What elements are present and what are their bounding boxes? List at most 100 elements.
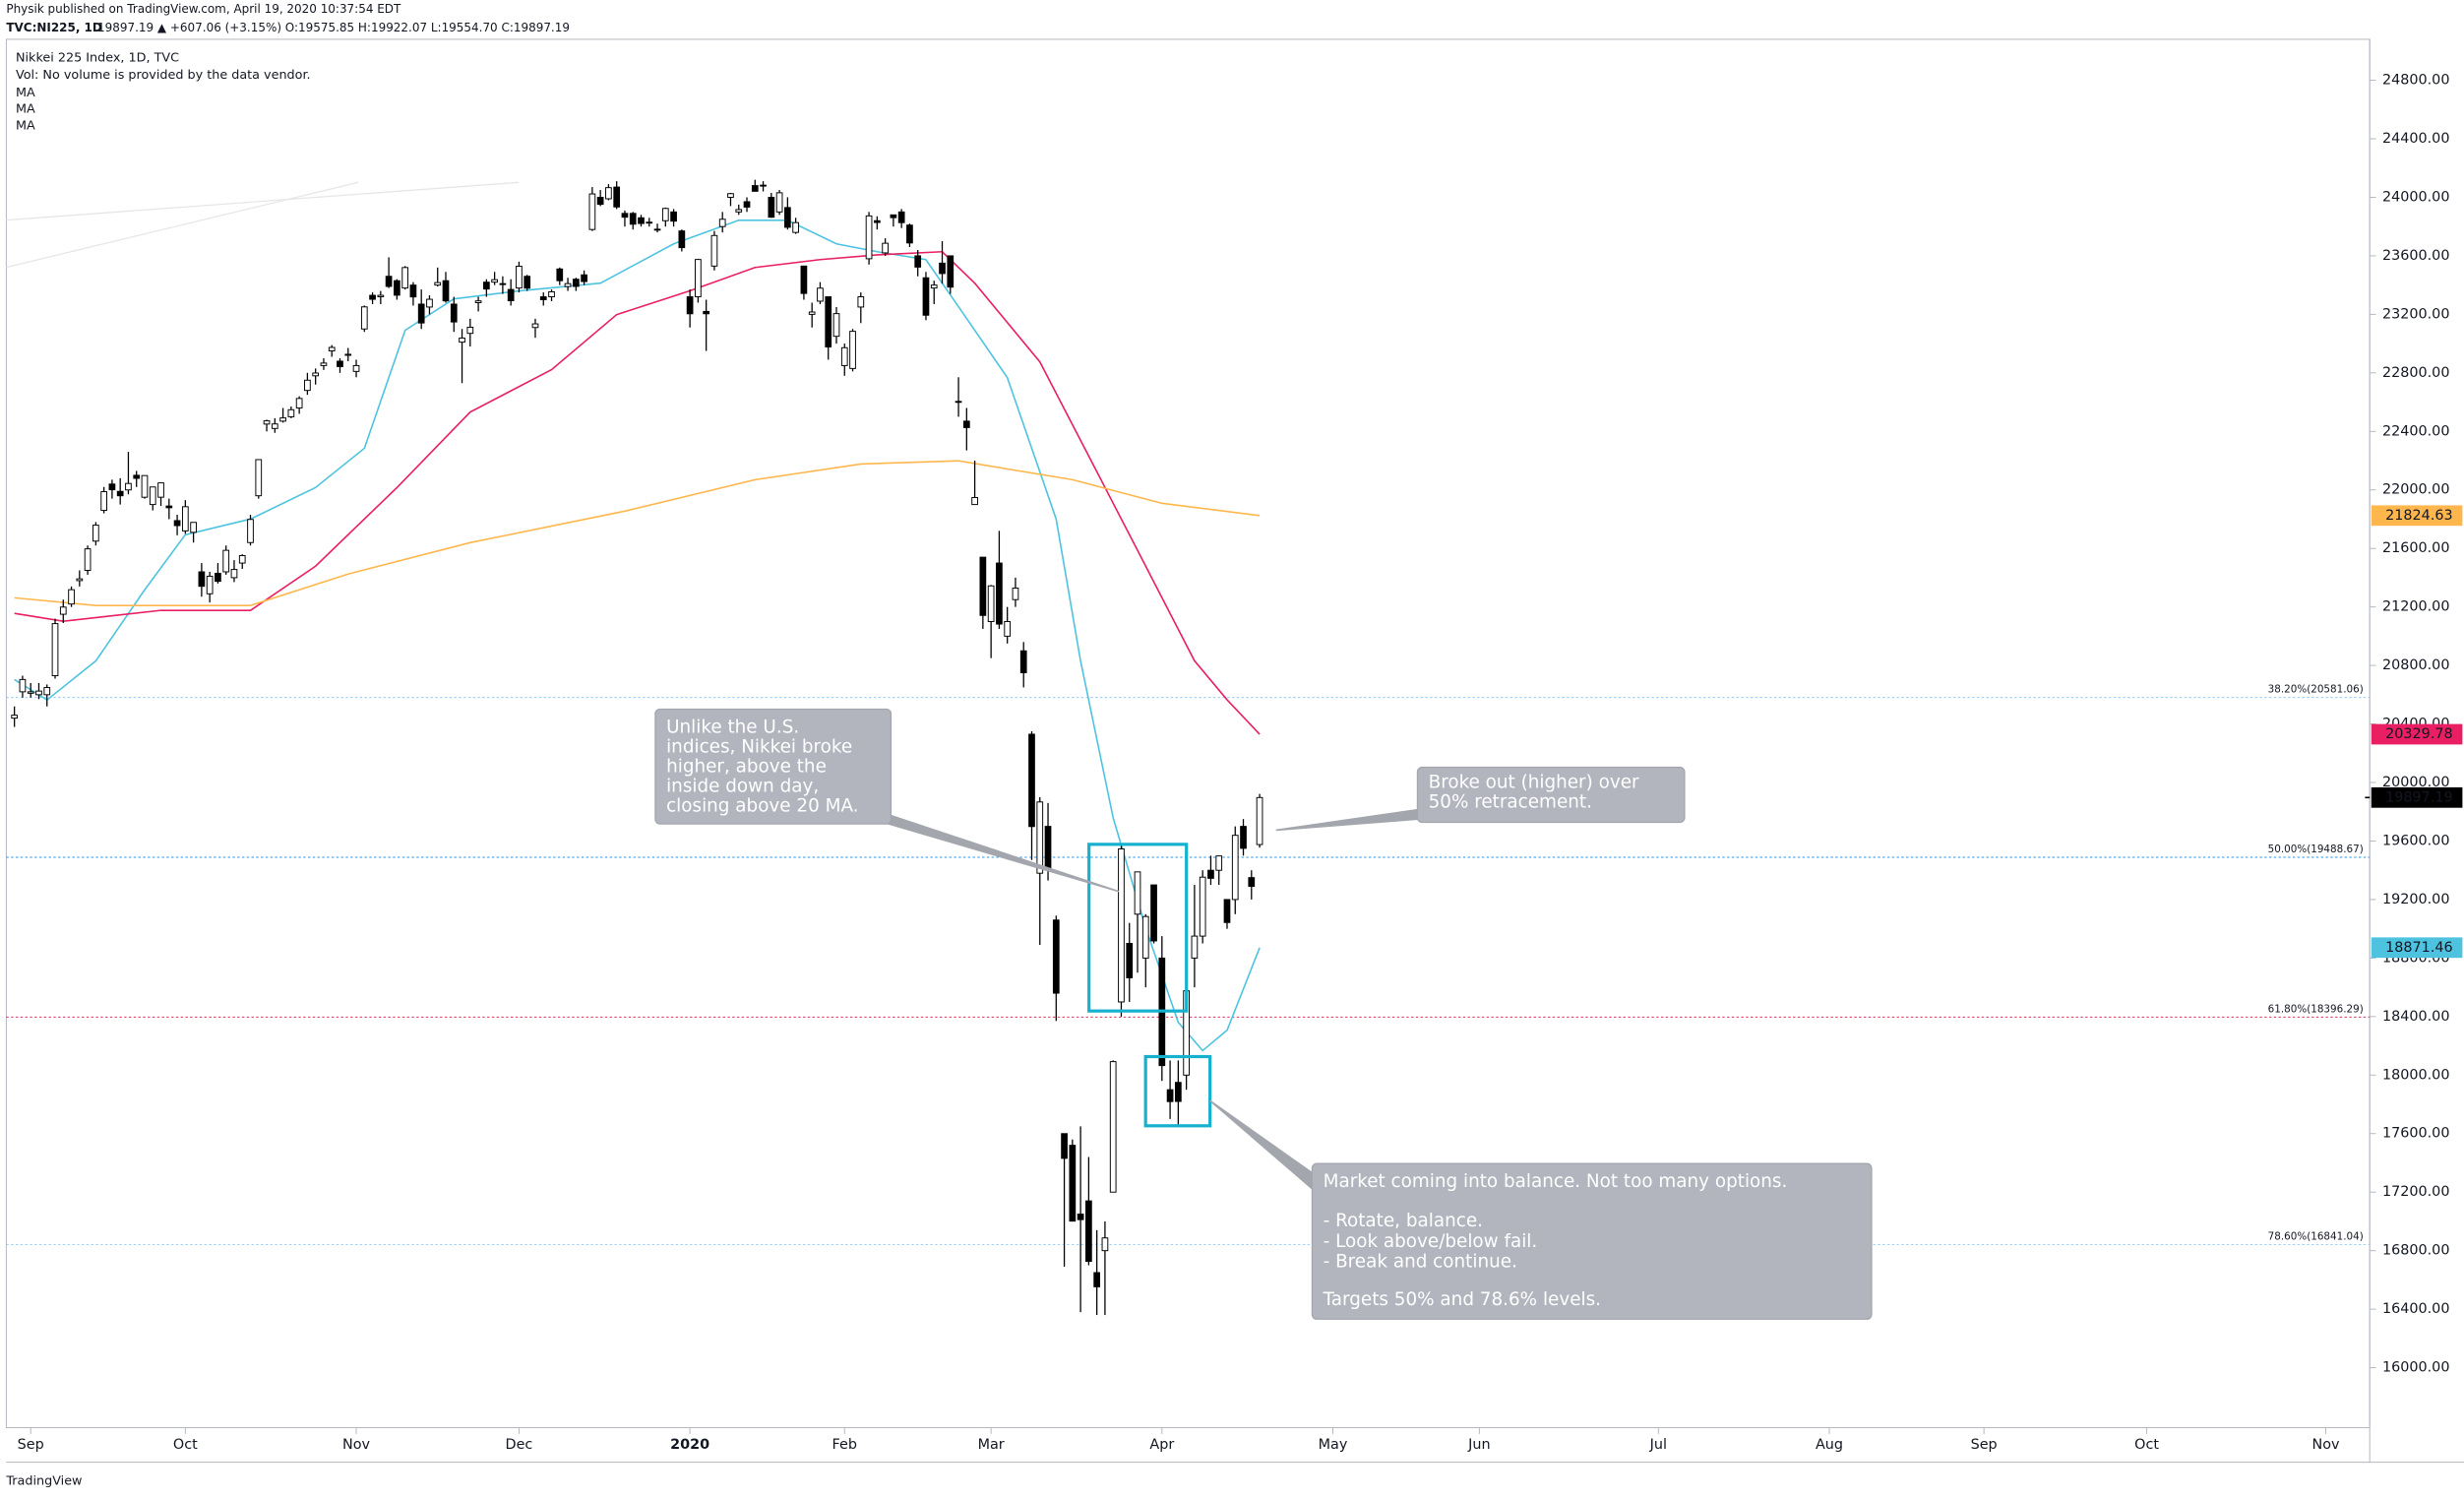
trendline bbox=[6, 181, 359, 269]
y-tick-label: 24800.00 bbox=[2382, 73, 2450, 89]
candle-body bbox=[808, 311, 816, 315]
candle-body bbox=[295, 398, 303, 408]
candle-body bbox=[678, 230, 686, 249]
candle-body bbox=[394, 280, 400, 296]
candle-body bbox=[51, 623, 59, 676]
footer-brand: TradingView bbox=[5, 1473, 82, 1488]
candle-body bbox=[491, 279, 498, 283]
candle-body bbox=[507, 288, 515, 302]
candle-body bbox=[849, 331, 856, 369]
candle-body bbox=[873, 219, 881, 223]
candle-body bbox=[556, 268, 564, 281]
price-label: 19897.19 bbox=[2385, 789, 2453, 805]
candle-body bbox=[206, 575, 214, 594]
candle-body bbox=[263, 420, 271, 425]
candle-body bbox=[784, 207, 791, 228]
candle-body bbox=[661, 208, 669, 221]
candle-body bbox=[141, 474, 149, 498]
candle-body bbox=[743, 201, 751, 208]
candle-body bbox=[800, 265, 808, 294]
candle-body bbox=[1036, 801, 1044, 874]
x-tick-label: Jun bbox=[1467, 1437, 1490, 1453]
candle-body bbox=[108, 483, 116, 491]
y-tick-label: 22400.00 bbox=[2382, 423, 2450, 439]
candle-body bbox=[939, 262, 946, 275]
candle-body bbox=[222, 549, 230, 573]
candle-body bbox=[1215, 855, 1223, 871]
candle-body bbox=[825, 296, 832, 348]
fib-label: 78.60%(16841.04) bbox=[2268, 1231, 2364, 1243]
candle-body bbox=[92, 525, 99, 542]
candle-body bbox=[328, 346, 336, 352]
candle-body bbox=[1207, 869, 1214, 879]
x-tick-label: Sep bbox=[1971, 1437, 1998, 1453]
candle-body bbox=[906, 224, 913, 244]
candle-body bbox=[646, 221, 653, 224]
candle-body bbox=[76, 578, 84, 582]
candle-body bbox=[638, 217, 645, 224]
y-tick-label: 17600.00 bbox=[2382, 1126, 2450, 1142]
candle-body bbox=[337, 360, 343, 367]
candle-body bbox=[979, 556, 987, 616]
candle-body bbox=[27, 691, 34, 694]
candle-body bbox=[947, 255, 955, 288]
candle-body bbox=[173, 520, 181, 527]
callout-text: - Break and continue. bbox=[1324, 1252, 1517, 1273]
candle-body bbox=[1077, 1214, 1084, 1220]
candle-body bbox=[516, 265, 523, 289]
x-tick-label: Oct bbox=[173, 1437, 198, 1453]
moving-average bbox=[14, 250, 1261, 735]
candle-body bbox=[727, 193, 734, 198]
callout-box bbox=[1416, 766, 1686, 824]
candle-body bbox=[1085, 1200, 1092, 1262]
candle-body bbox=[1223, 899, 1231, 923]
callout-text: inside down day, bbox=[666, 776, 819, 796]
candle-body bbox=[1061, 1133, 1068, 1159]
candle-body bbox=[1126, 943, 1134, 978]
candle-body bbox=[133, 474, 141, 479]
candle-body bbox=[271, 423, 278, 429]
candle-body bbox=[670, 211, 677, 222]
candle-body bbox=[1141, 915, 1149, 959]
candle-body bbox=[360, 306, 368, 330]
byline: Physik published on TradingView.com, Apr… bbox=[6, 2, 401, 16]
y-tick-label: 19200.00 bbox=[2382, 892, 2450, 907]
candle-body bbox=[987, 585, 995, 622]
candle-body bbox=[401, 267, 409, 289]
candle-body bbox=[1118, 848, 1125, 1003]
candle-body bbox=[914, 255, 922, 268]
candle-body bbox=[1248, 877, 1256, 888]
callout-box bbox=[654, 708, 893, 825]
candle-body bbox=[149, 486, 156, 506]
moving-average bbox=[14, 460, 1261, 606]
candle-body bbox=[43, 687, 51, 696]
candle-body bbox=[768, 196, 775, 219]
price-label-bg bbox=[2371, 723, 2463, 745]
candle-body bbox=[247, 519, 254, 543]
callout-text: Broke out (higher) over bbox=[1429, 772, 1639, 792]
moving-average bbox=[14, 219, 1261, 1052]
candle-body bbox=[19, 678, 27, 693]
candle-body bbox=[581, 274, 587, 282]
y-tick-label: 22000.00 bbox=[2382, 482, 2450, 498]
candle-body bbox=[474, 300, 482, 303]
candle-body bbox=[751, 185, 759, 192]
candle-body bbox=[613, 186, 621, 208]
candle-body bbox=[442, 280, 450, 302]
callout-text: Market coming into balance. Not too many… bbox=[1324, 1171, 1788, 1192]
x-tick-label: Sep bbox=[18, 1437, 44, 1453]
x-tick-label: Nov bbox=[2312, 1437, 2341, 1453]
y-tick-label: 22800.00 bbox=[2382, 365, 2450, 381]
candle-body bbox=[1069, 1145, 1077, 1222]
x-tick-label: Mar bbox=[978, 1437, 1005, 1453]
y-tick-label: 18400.00 bbox=[2382, 1009, 2450, 1025]
y-tick-label: 16400.00 bbox=[2382, 1301, 2450, 1317]
y-tick-label: 24400.00 bbox=[2382, 131, 2450, 147]
candle-body bbox=[1150, 884, 1157, 942]
candle-body bbox=[238, 555, 246, 564]
candle-body bbox=[1028, 733, 1035, 828]
candle-body bbox=[735, 209, 743, 213]
y-tick-label: 16800.00 bbox=[2382, 1243, 2450, 1259]
